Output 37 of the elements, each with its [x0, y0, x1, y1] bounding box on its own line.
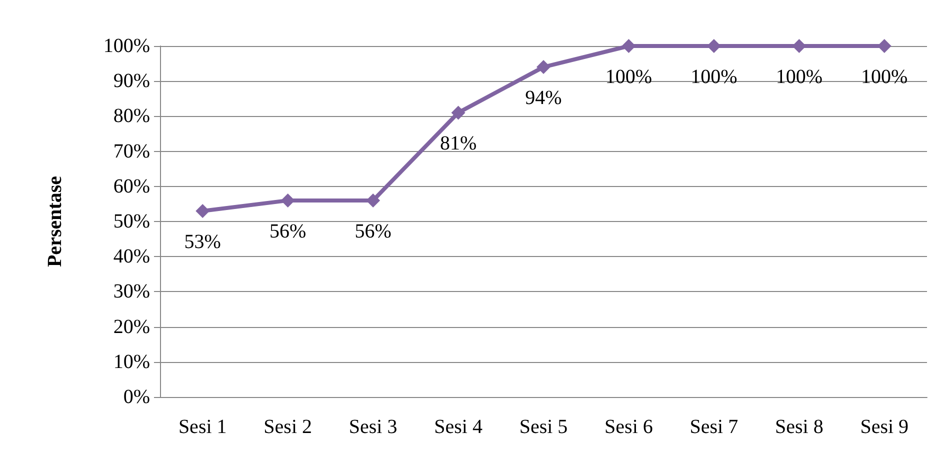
y-tick-label: 50% [113, 210, 150, 232]
y-tick-label: 30% [113, 280, 150, 303]
data-label: 56% [269, 220, 306, 242]
data-label: 81% [440, 132, 477, 155]
y-tick-label: 70% [113, 140, 150, 162]
data-label: 53% [184, 230, 221, 253]
data-label: 100% [690, 66, 738, 88]
point [536, 60, 550, 74]
point [792, 39, 806, 53]
data-label: 94% [525, 87, 562, 110]
x-tick-label: Sesi 9 [860, 416, 909, 438]
x-tick-label: Sesi 6 [604, 416, 653, 438]
y-tick-label: 10% [113, 350, 150, 373]
point [196, 204, 210, 218]
point [451, 106, 466, 120]
data-label: 100% [776, 66, 823, 88]
x-tick-label: Sesi 5 [519, 416, 568, 438]
data-label: 100% [605, 66, 652, 88]
x-tick-label: Sesi 3 [348, 416, 398, 438]
y-tick-label: 60% [113, 175, 150, 198]
point [280, 193, 295, 208]
y-axis-title: Persentase [44, 176, 66, 268]
data-label: 56% [354, 220, 392, 242]
y-tick-label: 90% [113, 70, 150, 92]
y-tick-label: 100% [103, 35, 150, 57]
x-tick-label: Sesi 8 [774, 416, 824, 438]
x-tick-label: Sesi 2 [264, 416, 312, 438]
data-label: 100% [861, 66, 908, 88]
x-tick-label: Sesi 1 [178, 416, 227, 438]
x-tick-label: Sesi 4 [434, 416, 482, 438]
x-tick-label: Sesi 7 [690, 416, 738, 438]
y-tick-label: 20% [113, 316, 150, 338]
y-tick-label: 40% [113, 246, 150, 268]
point [366, 193, 380, 208]
point [622, 39, 636, 53]
y-tick-label: 80% [113, 105, 150, 128]
y-tick-label: 0% [123, 386, 150, 408]
